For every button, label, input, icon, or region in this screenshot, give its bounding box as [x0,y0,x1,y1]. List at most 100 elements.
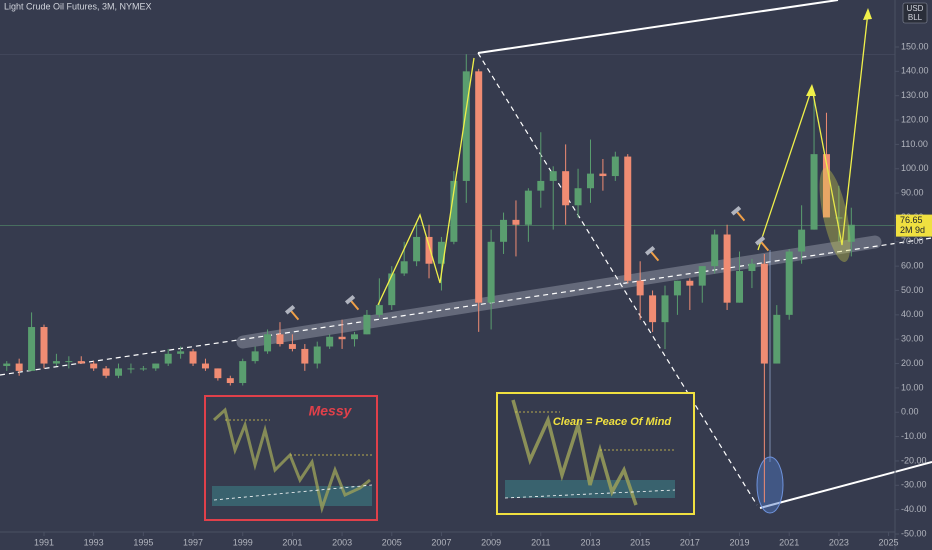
x-tick-label: 2011 [531,537,550,547]
chart-title: Light Crude Oil Futures, 3M, NYMEX [4,1,152,11]
projection-arrow [377,57,475,306]
candle-body [649,295,657,323]
candle-body [226,378,234,384]
y-tick-label: 150.00 [901,41,929,51]
candle-body [475,71,483,303]
candle-body [847,224,855,242]
messy-inset: Messy [204,395,378,521]
candle-body [214,368,222,379]
candle-body [698,266,706,286]
x-tick-label: 2019 [730,537,750,547]
highlight-ellipse [819,167,851,263]
candle-body [65,361,73,363]
candle-body [115,368,123,376]
candle-body [77,361,85,364]
x-tick-label: 2005 [382,537,402,547]
x-tick-label: 2023 [829,537,849,547]
y-tick-label: 40.00 [901,309,924,319]
hammers [284,205,770,321]
candle-body [239,361,247,384]
candle-body [574,188,582,206]
candle-body [301,348,309,364]
candle-body [822,154,830,218]
candle-body [611,156,619,177]
inset-band [212,486,372,506]
candle-body [15,363,23,371]
y-tick-label: -40.00 [901,504,927,514]
candle-body [524,190,532,225]
hammer-icon [754,235,770,252]
x-tick-label: 1997 [183,537,203,547]
y-tick-label: 110.00 [901,139,928,149]
annotation: Messy [309,403,353,419]
candle-body [586,173,594,189]
projection-arrow [757,11,869,251]
x-tick-label: 2015 [630,537,650,547]
arrow-head [863,8,872,20]
candle-body [487,241,495,303]
candle-body [251,351,259,362]
countdown: 2M 9d [900,225,925,235]
candle-body [760,263,768,364]
inset-trend [504,489,676,499]
candle-body [338,336,346,340]
y-tick-label: 130.00 [901,90,929,100]
y-tick-label: 120.00 [901,114,929,124]
candle-body [189,351,197,364]
y-tick-label: -10.00 [901,431,927,441]
candle-body [500,219,508,242]
x-tick-label: 1999 [233,537,253,547]
x-tick-label: 2025 [879,537,899,547]
candle-body [785,251,793,315]
candle-body [52,361,60,364]
candle-body [3,363,11,366]
x-tick-label: 2021 [779,537,799,547]
candle-body [375,305,383,315]
candle-body [450,180,458,242]
unit: BLL [908,13,923,22]
candle-body [624,156,632,281]
candle-body [351,334,358,340]
price-label: 76.65 [900,215,923,225]
y-tick-label: 100.00 [901,163,929,173]
candle-body [835,217,843,219]
hammer-icon [730,205,746,222]
candle-body [90,363,98,369]
channel-line [477,0,839,54]
y-tick-label: 70.00 [901,236,924,246]
y-tick-label: 20.00 [901,358,924,368]
candle-body [326,336,334,347]
candle-body [562,171,570,206]
candle-body [127,368,135,370]
y-tick-label: 0.00 [901,407,919,417]
currency: USD [907,4,924,13]
annotation: Clean = Peace Of Mind [553,416,672,428]
y-tick-label: 50.00 [901,285,924,295]
candle-body [102,368,110,376]
inset-trend [213,484,373,501]
candle-body [363,314,371,335]
axis-labels: 150.00 140.00 130.00 120.00 110.00 100.00 90.0… [34,41,932,547]
candle-body [711,234,719,267]
candle-body [201,363,209,369]
candle-body [164,353,172,364]
y-tick-label: -30.00 [901,480,927,490]
y-tick-label: -20.00 [901,455,927,465]
candle-body [773,314,781,364]
candle-body [276,334,284,345]
candle-body [425,236,433,264]
hammer-icon [644,245,660,262]
arrow-head [806,84,816,96]
price-label-box [896,214,932,237]
candle-body [462,71,470,181]
candle-body [388,273,396,306]
x-tick-label: 2007 [431,537,451,547]
candle-body [264,334,272,352]
candle-body [686,280,694,286]
x-tick-label: 1995 [133,537,153,547]
candle-body [512,219,520,225]
y-tick-label: 90.00 [901,187,924,197]
candle-body [636,280,644,296]
currency-box [902,2,928,24]
